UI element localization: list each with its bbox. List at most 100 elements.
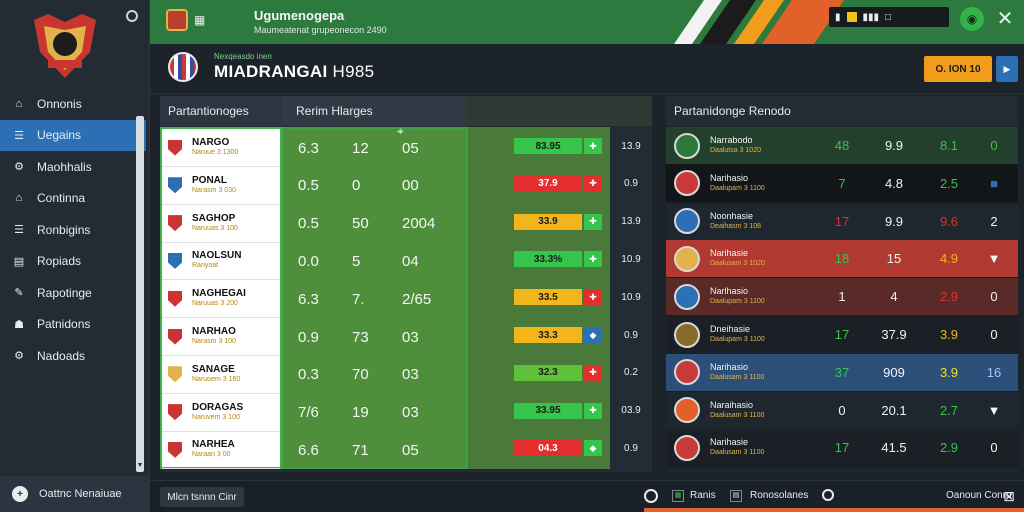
stat-value-3: 00 <box>402 177 419 195</box>
player-row[interactable]: Narihasie Daalusam 3 1020 18 15 4.9 ▼ <box>666 240 1018 279</box>
chart-icon: ▤ <box>13 255 25 268</box>
extra-value: 03.9 <box>621 405 641 417</box>
avatar <box>674 283 700 310</box>
player-row[interactable]: Narihasio Daalupam 3 1100 7 4.8 2.5 ■ <box>666 164 1018 203</box>
team-name: NARHAO <box>192 326 236 337</box>
sidebar-item-5[interactable]: ☰ Ronbigins <box>0 214 146 246</box>
bar-row: 33.3% ✚ <box>468 240 610 278</box>
sidebar-item-1[interactable]: ⌂ Onnonis <box>0 88 146 120</box>
form-indicator-icon[interactable]: ✚ <box>584 402 602 419</box>
avatar <box>674 170 700 197</box>
team-meta: Narasm 3 100 <box>192 338 236 345</box>
table-row[interactable]: NAGHEGAI Naruuas 3 200 <box>162 280 280 319</box>
player-stat-2: 41.5 <box>881 440 907 456</box>
extra-value: 13.9 <box>621 140 641 152</box>
avatar <box>674 208 700 235</box>
scroll-down-icon[interactable]: ▼ <box>136 462 144 469</box>
table-row[interactable]: NAOLSUN Ranyoat <box>162 242 280 281</box>
table-header-stats[interactable]: Rerim Hlarges <box>282 96 466 126</box>
sidebar-footer[interactable]: + Oattnc Nenaiuae <box>0 476 150 512</box>
stat-value-2: 12 <box>352 139 369 157</box>
status-icon-1: ▮ <box>835 11 841 23</box>
form-indicator-icon[interactable]: ◆ <box>584 327 602 343</box>
sidebar-item-8[interactable]: ☗ Patnidons <box>0 309 146 341</box>
stat-value-3: 2/65 <box>402 290 432 308</box>
player-row[interactable]: Dneihasie Daalupam 3 1100 17 37.9 3.9 0 <box>666 316 1018 354</box>
table-row[interactable]: PONAL Narasm 3 030 <box>162 167 280 205</box>
form-indicator-icon[interactable]: ✚ <box>584 251 602 268</box>
sidebar-item-7[interactable]: ✎ Rapotinge <box>0 277 146 309</box>
status-circle-icon[interactable] <box>126 10 138 22</box>
extra-value: 13.9 <box>621 216 641 228</box>
table-header-teams[interactable]: Partantionoges <box>160 96 282 126</box>
table-row[interactable]: NARGO Naruue 3 1300 <box>162 129 280 167</box>
stat-value-3: 03 <box>402 366 419 384</box>
form-indicator-icon[interactable]: ✚ <box>584 175 602 192</box>
player-stat-3: 2.7 <box>939 402 959 418</box>
close-icon[interactable]: ✕ <box>996 8 1014 30</box>
table-row[interactable]: DORAGAS Naruvem 3 100 <box>162 394 280 432</box>
player-row[interactable]: Narlhasio Daalupam 3 1100 1 4 2.9 0 <box>666 278 1018 317</box>
stat-row: 0.5 0 00 <box>284 167 466 205</box>
player-row[interactable]: Narihasio Daalusam 3 1100 37 909 3.9 16 <box>666 353 1018 392</box>
sidebar-scrollbar[interactable] <box>136 116 144 472</box>
stat-row: 6.6 71 05 <box>284 431 466 469</box>
form-indicator-icon[interactable]: ✚ <box>584 289 602 306</box>
player-row[interactable]: Noonhasie Deaihasm 3 108 17 9.9 9.6 2 <box>666 202 1018 241</box>
online-status-icon[interactable]: ◉ <box>960 7 984 31</box>
form-indicator-icon[interactable]: ✚ <box>584 138 602 154</box>
team-name: NAOLSUN <box>192 250 242 262</box>
table-row[interactable]: SAGHOP Naruuas 3 100 <box>162 205 280 243</box>
player-row[interactable]: Naraihasio Daalusam 3 1100 0 20.1 2.7 ▼ <box>666 391 1018 430</box>
team-info: NARHAO Narasm 3 100 <box>192 326 236 347</box>
club-code: H985 <box>332 62 375 81</box>
extra-value: 0.2 <box>624 367 638 379</box>
percentage-badge: 33.9 <box>514 213 582 230</box>
stat-value-3: 05 <box>402 139 419 157</box>
form-indicator-icon[interactable]: ✚ <box>584 213 602 230</box>
player-row[interactable]: Narrabodo Daalutsa 3 1020 48 9.9 8.1 0 <box>666 127 1018 165</box>
sidebar-item-6[interactable]: ▤ Ropiads <box>0 246 146 278</box>
circle-icon[interactable] <box>644 489 658 503</box>
table-row[interactable]: SANAGE Naruoem 3 160 <box>162 356 280 394</box>
stat-row: 6.3 12 05 <box>284 129 466 167</box>
grid-icon[interactable]: ▦ <box>672 490 684 502</box>
player-stat-4: 0 <box>990 289 998 305</box>
percentage-badge: 33.3 <box>514 327 582 343</box>
team-shield-icon <box>168 215 182 232</box>
grid-icon[interactable]: ▦ <box>194 13 206 27</box>
footer-label-2[interactable]: Ronosolanes <box>750 490 809 501</box>
status-icon-2: ▮▮▮ <box>862 11 880 23</box>
list-icon[interactable]: ▤ <box>730 490 742 502</box>
play-button[interactable]: ▶ <box>996 56 1018 82</box>
avatar <box>674 321 700 348</box>
stat-value-3: 03 <box>402 328 419 346</box>
header-status-bar[interactable]: ▮ ▮▮▮ □ <box>829 7 949 27</box>
sidebar-item-9[interactable]: ⚙ Nadoads <box>0 340 146 372</box>
dot-icon[interactable] <box>822 489 834 501</box>
team-shield-icon <box>168 441 182 458</box>
sidebar-item-label: Ropiads <box>37 254 82 269</box>
footer-label-1[interactable]: Ranis <box>690 490 716 501</box>
player-row[interactable]: Narihasie Daalusam 3 1100 17 41.5 2.9 0 <box>666 429 1018 468</box>
continue-button[interactable]: O. ION 10 <box>924 56 992 82</box>
player-name: Narihasio <box>710 361 749 372</box>
form-indicator-icon[interactable]: ✚ <box>584 364 602 381</box>
stat-value-1: 0.0 <box>298 252 319 270</box>
form-indicator-icon[interactable]: ◆ <box>584 440 602 457</box>
sidebar-item-4[interactable]: ⌂ Continna <box>0 183 146 215</box>
table-row[interactable]: NARHAO Narasm 3 100 <box>162 318 280 356</box>
player-stat-1: 37 <box>834 364 850 380</box>
sidebar-item-3[interactable]: ⚙ Maohhalis <box>0 151 146 183</box>
shield-icon[interactable] <box>166 9 188 31</box>
stat-value-3: 04 <box>402 252 419 270</box>
team-info: NARHEA Naraan 3 00 <box>192 439 235 460</box>
team-shield-icon <box>168 404 182 421</box>
extra-value: 0.9 <box>624 442 638 454</box>
sidebar-item-2[interactable]: ☰ Uegains <box>0 119 146 151</box>
footer-label-3[interactable]: Oanoun Conro <box>946 490 1012 501</box>
player-stat-1: 17 <box>834 213 850 229</box>
footer-button[interactable]: Mlcn tsnnn Cinr <box>160 487 244 507</box>
close-icon[interactable]: ⊠ <box>1003 488 1015 504</box>
table-row[interactable]: NARHEA Naraan 3 00 <box>162 431 280 470</box>
